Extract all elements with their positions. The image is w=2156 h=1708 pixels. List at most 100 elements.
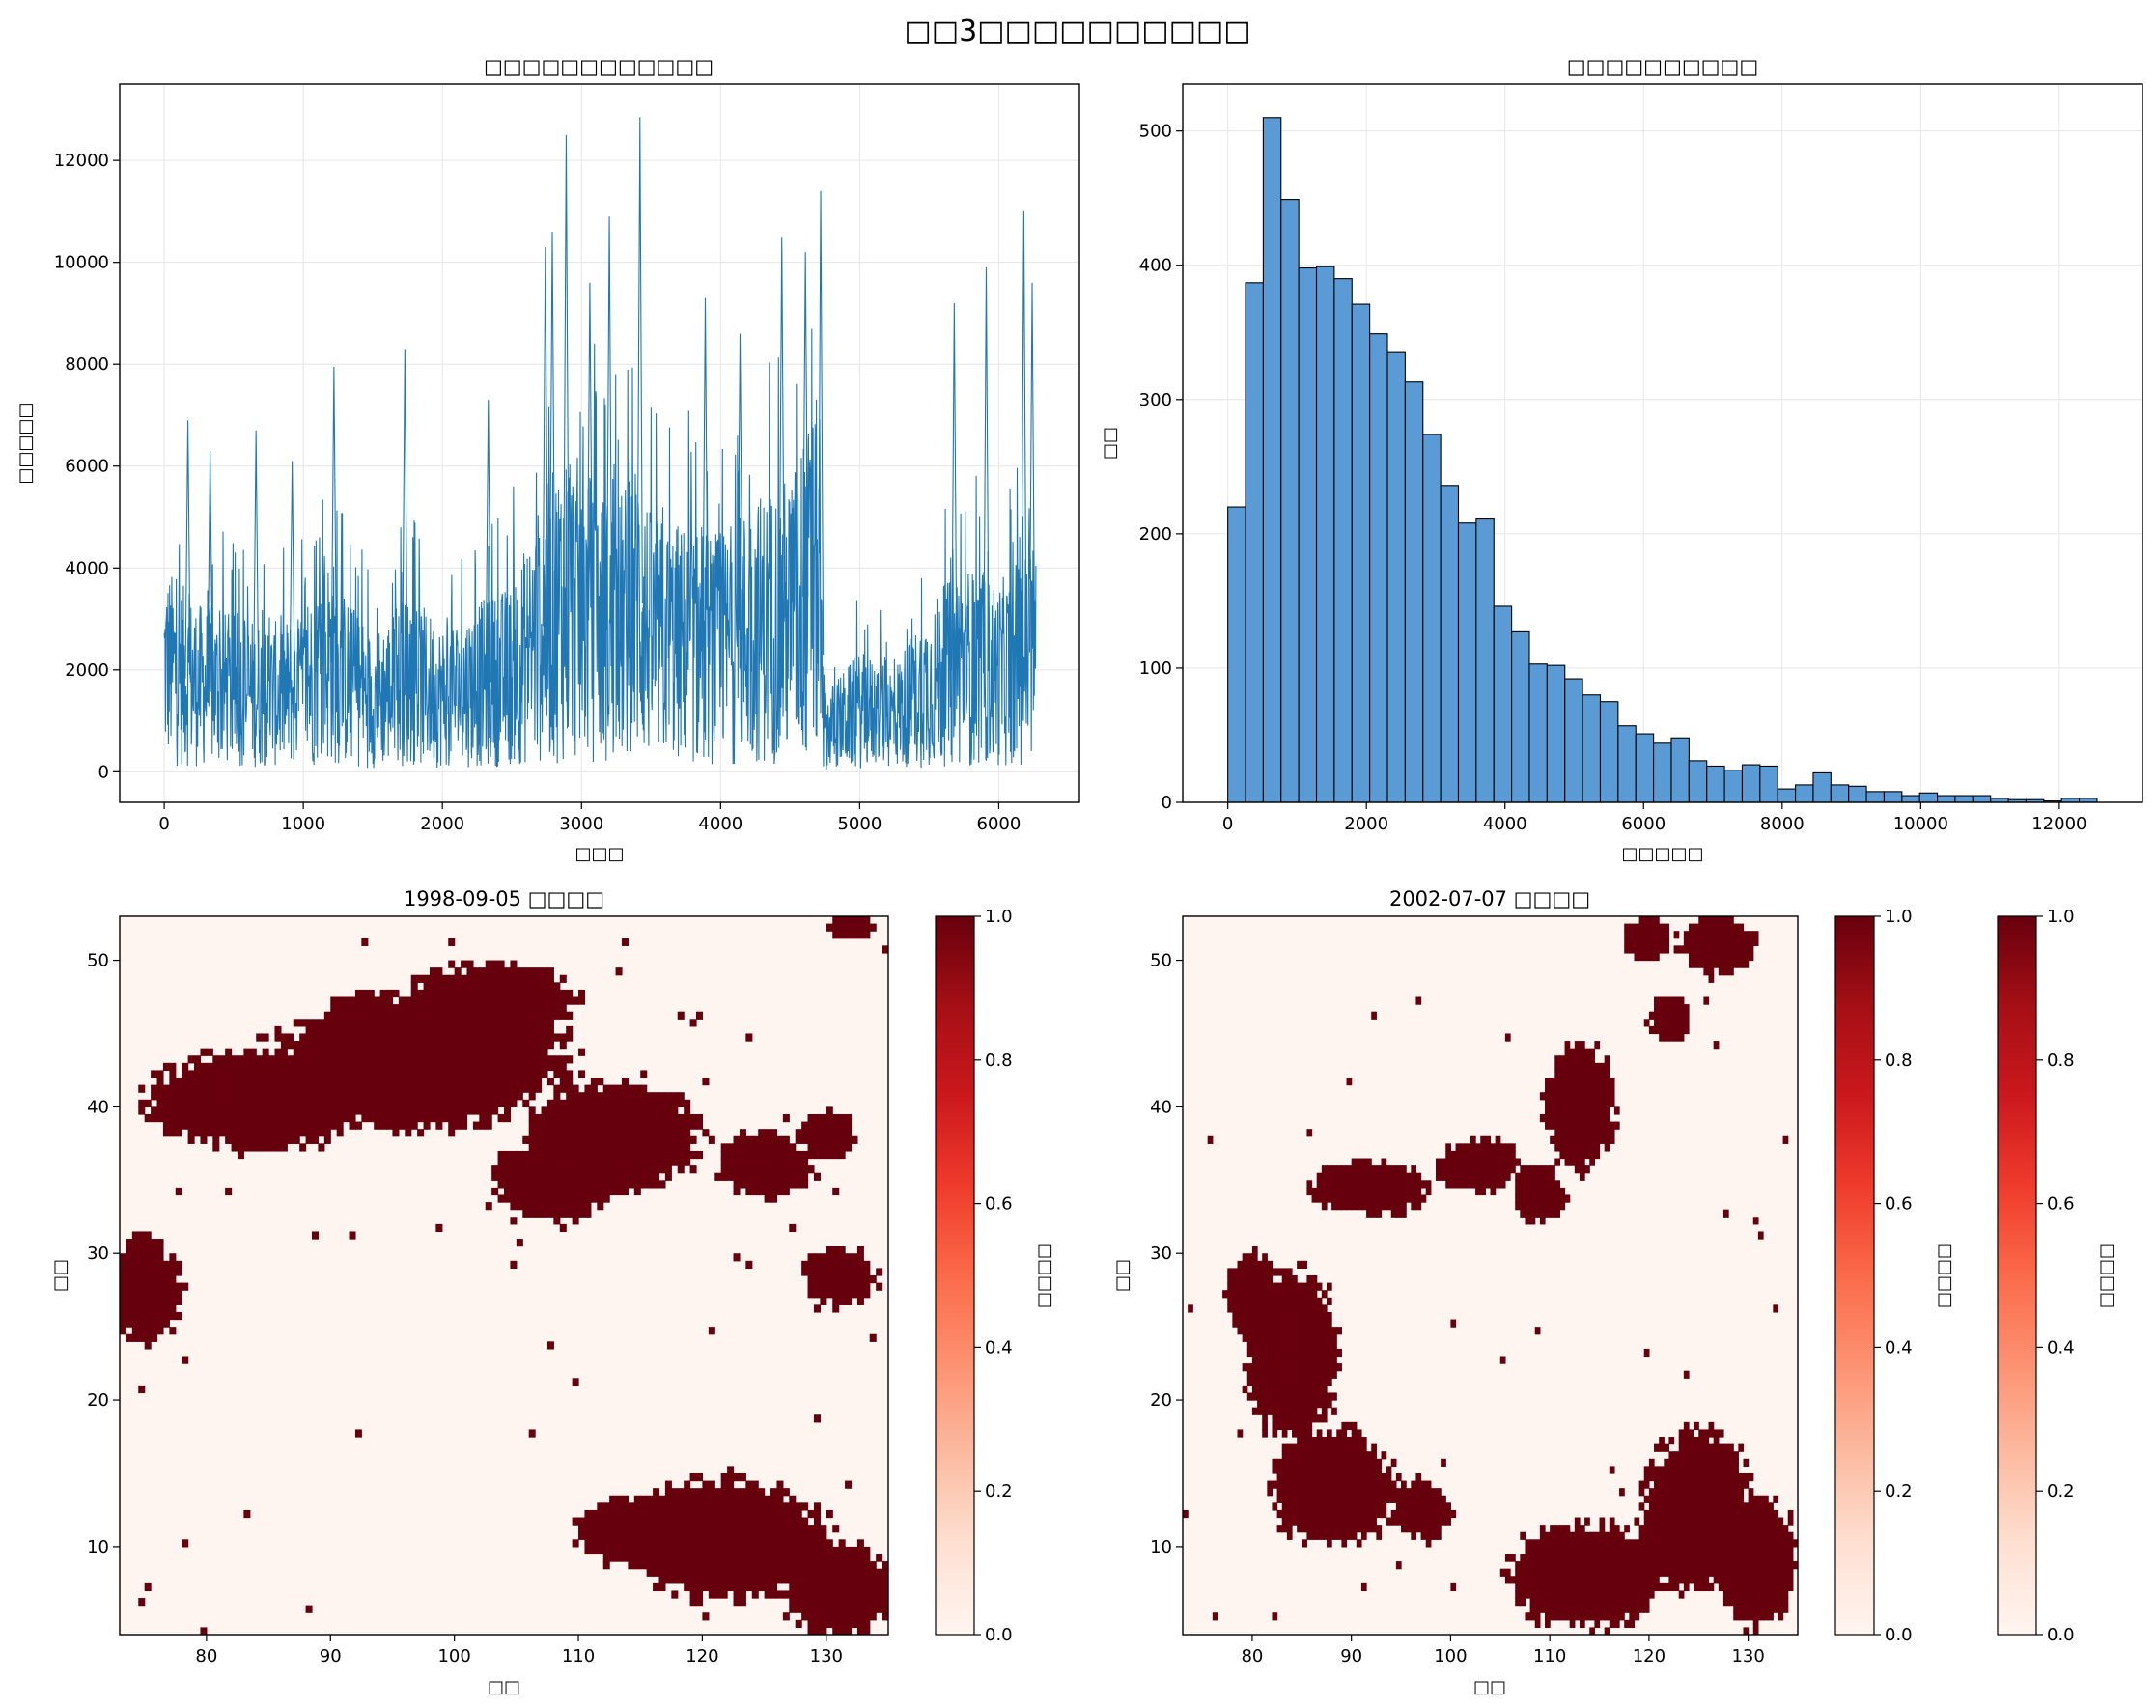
heatmap-cell (504, 1092, 512, 1101)
heatmap-cell (312, 1078, 320, 1086)
heatmap-cell (1554, 1129, 1561, 1137)
heatmap-cell (1673, 1488, 1680, 1497)
heatmap-cell (1534, 1568, 1541, 1577)
heatmap-cell (1599, 1078, 1606, 1086)
heatmap-cell (528, 1113, 536, 1123)
heatmap-cell (151, 1275, 158, 1284)
heatmap-cell (664, 1502, 672, 1511)
heatmap-cell (312, 1048, 320, 1056)
heatmap-cell (398, 1041, 406, 1050)
heatmap-cell (795, 1509, 802, 1519)
heatmap-cell (405, 1055, 412, 1064)
heatmap-cell (1520, 1582, 1526, 1592)
heatmap-cell (144, 1268, 152, 1276)
heatmap-cell (541, 1202, 548, 1211)
heatmap-cell (869, 1576, 877, 1584)
histogram-bar (1546, 664, 1566, 803)
heatmap-cell (349, 1019, 356, 1027)
heatmap-cell (131, 1275, 139, 1284)
heatmap-cell (504, 1025, 512, 1035)
heatmap-cell (1525, 1202, 1531, 1211)
heatmap-cell (1673, 1011, 1680, 1020)
heatmap-cell (1564, 1041, 1571, 1050)
heatmap-cell (1360, 1517, 1367, 1526)
heatmap-cell (826, 1246, 833, 1254)
heatmap-cell (1529, 1217, 1536, 1225)
heatmap-cell (739, 1517, 746, 1526)
heatmap-cell (640, 1070, 648, 1078)
heatmap-cell (1648, 1582, 1655, 1592)
heatmap-cell (1311, 1275, 1318, 1284)
heatmap-cell (497, 1150, 505, 1160)
heatmap-cell (826, 1612, 833, 1621)
heatmap-cell (367, 996, 375, 1005)
heatmap-cell (1395, 1209, 1402, 1218)
heatmap-cell (1678, 1561, 1685, 1570)
heatmap-cell (1559, 1568, 1566, 1577)
heatmap-cell (615, 1180, 623, 1189)
heatmap-cell (528, 1019, 536, 1027)
heatmap-cell (535, 1143, 543, 1152)
heatmap-cell (1550, 1612, 1555, 1621)
heatmap-cell (1664, 1019, 1670, 1027)
heatmap-cell (646, 1129, 654, 1137)
heatmap-cell (485, 1062, 492, 1072)
heatmap-cell (528, 1078, 536, 1086)
heatmap-cell (653, 1106, 660, 1115)
heatmap-cell (845, 923, 853, 932)
heatmap-cell (546, 974, 554, 983)
heatmap-cell (1420, 1517, 1427, 1526)
heatmap-cell (1242, 1268, 1248, 1276)
heatmap-cell (131, 1319, 139, 1328)
heatmap-cell (120, 1275, 127, 1284)
heatmap-cell (1609, 1598, 1615, 1607)
heatmap-cell (1659, 1495, 1665, 1503)
heatmap-cell (546, 1172, 554, 1181)
heatmap-cell (1545, 1539, 1551, 1548)
heatmap-1998-ylabel: □□ (50, 1259, 70, 1292)
heatmap-cell (212, 1129, 220, 1137)
heatmap-cell (602, 1129, 610, 1137)
heatmap-cell (832, 1150, 840, 1160)
heatmap-cell (727, 1502, 735, 1511)
heatmap-cell (497, 1048, 505, 1056)
heatmap-cell (510, 982, 518, 991)
heatmap-cell (1306, 1451, 1313, 1460)
heatmap-cell (609, 1495, 617, 1503)
heatmap-cell (1564, 1099, 1571, 1107)
heatmap-cell (546, 1033, 554, 1042)
heatmap-cell (156, 1275, 164, 1284)
heatmap-cell (182, 1078, 189, 1086)
heatmap-cell (151, 1297, 158, 1305)
heatmap-cell (1386, 1488, 1392, 1497)
heatmap-cell (758, 1561, 766, 1570)
histogram-bar (1954, 795, 1974, 803)
heatmap-cell (689, 1598, 697, 1607)
heatmap-cell (1321, 1304, 1328, 1313)
heatmap-cell (1728, 1576, 1734, 1584)
heatmap-cell (1321, 1407, 1328, 1415)
heatmap-cell (1529, 1612, 1536, 1621)
heatmap-cell (429, 1099, 436, 1107)
heatmap-cell (461, 1004, 468, 1013)
heatmap-cell (1708, 1568, 1715, 1577)
heatmap-cell (1262, 1363, 1268, 1372)
heatmap-cell (1648, 1554, 1655, 1562)
heatmap-cell (813, 1113, 821, 1123)
heatmap-cell (1242, 1385, 1248, 1394)
heatmap-cell (1297, 1458, 1302, 1467)
heatmap-cell (566, 1150, 574, 1160)
heatmap-cell (1668, 1019, 1675, 1027)
heatmap-cell (826, 1106, 833, 1115)
heatmap-cell (856, 1561, 864, 1570)
heatmap-cell (361, 1033, 369, 1042)
heatmap-cell (323, 1019, 331, 1027)
heatmap-cell (1246, 1341, 1253, 1350)
heatmap-cell (1604, 1539, 1610, 1548)
heatmap-cell (1346, 1172, 1353, 1181)
heatmap-cell (1564, 1048, 1571, 1056)
heatmap-cell (1510, 1165, 1516, 1174)
heatmap-cell (1694, 1546, 1699, 1555)
heatmap-cell (218, 1084, 226, 1093)
heatmap-cell (1722, 1554, 1729, 1562)
